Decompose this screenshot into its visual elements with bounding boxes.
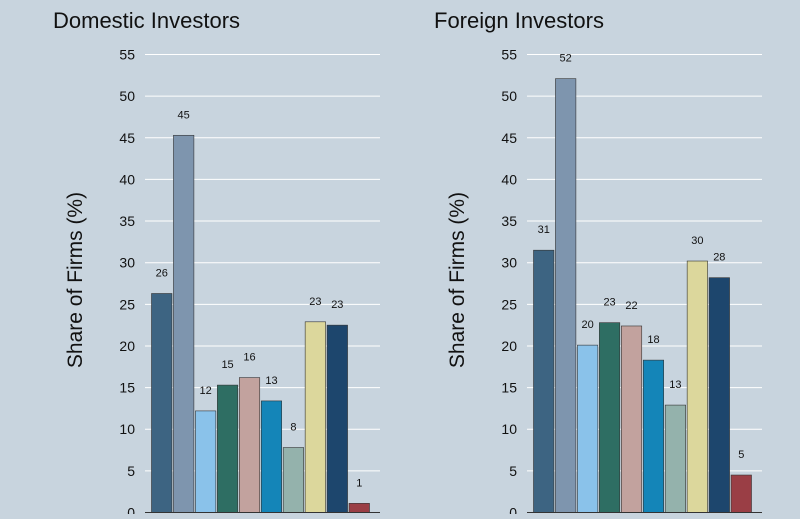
y-tick-label: 50 <box>119 88 135 104</box>
bar <box>348 503 370 513</box>
y-tick-label: 35 <box>501 213 517 229</box>
bar <box>304 321 326 513</box>
y-tick-label: 15 <box>501 380 517 396</box>
y-tick-label: 5 <box>127 463 135 479</box>
bar-value-label: 5 <box>738 449 744 461</box>
bar <box>686 260 708 513</box>
bar <box>642 359 665 513</box>
bar <box>577 344 599 513</box>
bar-value-label: 16 <box>243 352 255 364</box>
y-tick-label: 45 <box>119 130 135 146</box>
y-tick-label: 0 <box>127 505 135 515</box>
bar-value-label: 13 <box>265 375 277 387</box>
bar <box>599 322 621 513</box>
y-axis-label: Share of Firms (%) <box>446 192 469 368</box>
bar <box>282 447 304 513</box>
bar-value-label: 1 <box>356 477 362 489</box>
bar <box>151 293 173 513</box>
bar <box>326 324 348 513</box>
bar <box>620 325 643 513</box>
bar <box>555 78 577 513</box>
bar-value-label: 52 <box>560 53 572 65</box>
bar-value-label: 15 <box>221 359 233 371</box>
y-tick-label: 40 <box>119 171 135 187</box>
bar <box>730 474 752 513</box>
y-tick-label: 20 <box>119 338 135 354</box>
y-tick-label: 10 <box>119 421 135 437</box>
bar-value-label: 23 <box>309 296 321 308</box>
y-axis-label: Share of Firms (%) <box>64 192 87 368</box>
bar <box>533 249 555 513</box>
y-tick-label: 25 <box>501 296 517 312</box>
bar <box>664 404 686 513</box>
bar <box>195 410 217 513</box>
bar <box>173 134 195 513</box>
foreign-investors-panel: Foreign Investors Share of Firms (%) 0 5 10 1… <box>434 8 762 519</box>
bar-value-label: 12 <box>200 385 212 397</box>
bar <box>260 400 283 513</box>
bar-value-label: 23 <box>603 297 615 309</box>
domestic-investors-panel: Domestic Investors Share of Firms (%) 0 5 10… <box>53 8 380 519</box>
bar <box>217 384 239 513</box>
y-tick-label: 35 <box>119 213 135 229</box>
y-tick-label: 20 <box>501 338 517 354</box>
y-tick-label: 50 <box>501 88 517 104</box>
y-tick-label: 30 <box>501 255 517 271</box>
y-tick-label: 0 <box>509 505 517 515</box>
bar <box>708 277 730 513</box>
bar-value-label: 28 <box>713 252 725 264</box>
y-tick-label: 30 <box>119 255 135 271</box>
bar <box>239 377 261 513</box>
y-tick-label: 15 <box>119 380 135 396</box>
y-tick-label: 10 <box>501 421 517 437</box>
bar-value-label: 20 <box>582 319 594 331</box>
bar-value-label: 13 <box>669 379 681 391</box>
bar-value-label: 8 <box>290 422 296 434</box>
bar-value-label: 22 <box>625 300 637 312</box>
bar-value-label: 23 <box>331 299 343 311</box>
y-tick-label: 45 <box>501 130 517 146</box>
y-tick-label: 55 <box>119 47 135 63</box>
y-tick-label: 25 <box>119 296 135 312</box>
bar-value-label: 31 <box>538 224 550 236</box>
chart-title: Domestic Investors <box>53 8 240 33</box>
bar-value-label: 26 <box>156 267 168 279</box>
bar-value-label: 30 <box>691 235 703 247</box>
bar-value-label: 45 <box>178 109 190 121</box>
y-tick-label: 55 <box>501 47 517 63</box>
y-tick-label: 5 <box>509 463 517 479</box>
bar-value-label: 18 <box>647 334 659 346</box>
chart-title: Foreign Investors <box>434 8 604 33</box>
y-tick-label: 40 <box>501 171 517 187</box>
